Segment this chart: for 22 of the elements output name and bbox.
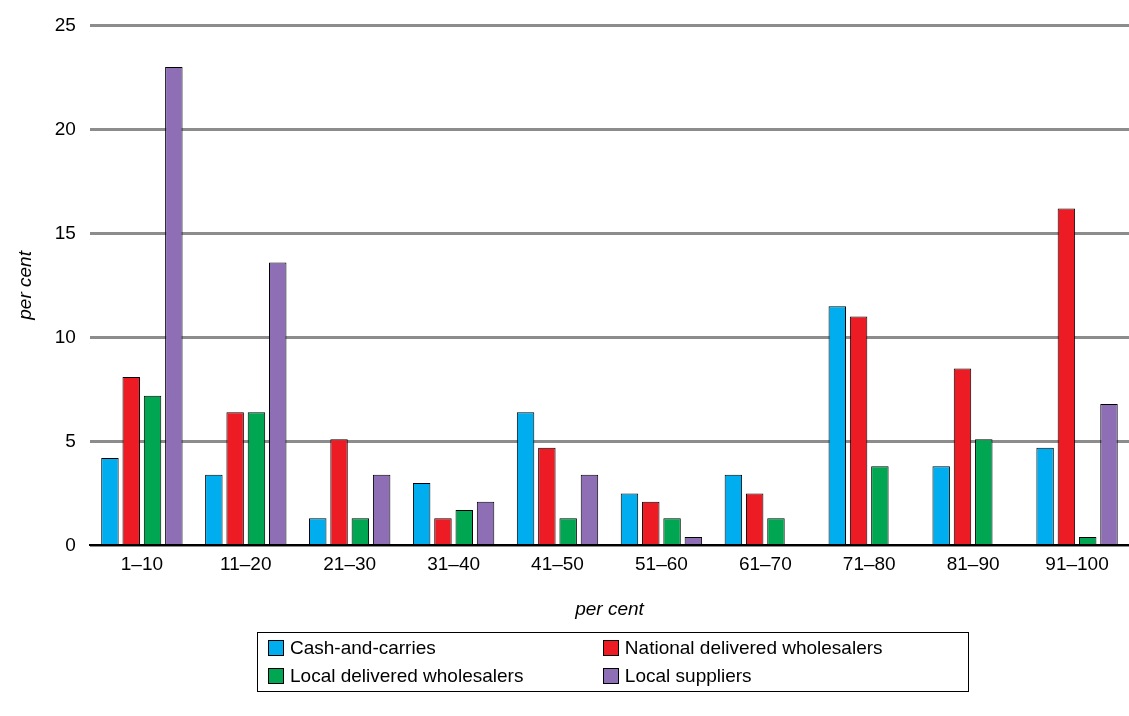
x-tick-label: 81–90 (946, 553, 1000, 575)
y-axis-title: per cent (13, 250, 35, 321)
legend-label: Local suppliers (624, 665, 752, 687)
y-tick-label: 10 (54, 325, 76, 347)
x-tick-label: 51–60 (635, 553, 688, 575)
y-tick-label: 0 (65, 533, 76, 555)
x-tick-label: 1–10 (120, 553, 164, 575)
y-tick-label: 5 (65, 429, 76, 451)
legend-label: National delivered wholesalers (624, 637, 883, 659)
x-tick-label: 91–100 (1045, 553, 1109, 575)
y-tick-label: 25 (54, 13, 76, 35)
x-tick-label: 21–30 (323, 553, 377, 575)
legend-label: Local delivered wholesalers (290, 665, 524, 687)
x-tick-label: 31–40 (427, 553, 481, 575)
y-tick-label: 20 (54, 117, 76, 139)
x-tick-label: 71–80 (842, 553, 896, 575)
y-tick-label: 15 (54, 221, 76, 243)
legend-label: Cash-and-carries (290, 637, 436, 659)
x-tick-label: 11–20 (220, 553, 272, 575)
x-tick-label: 61–70 (738, 553, 792, 575)
x-axis-title: per cent (574, 597, 645, 619)
x-tick-label: 41–50 (531, 553, 584, 575)
